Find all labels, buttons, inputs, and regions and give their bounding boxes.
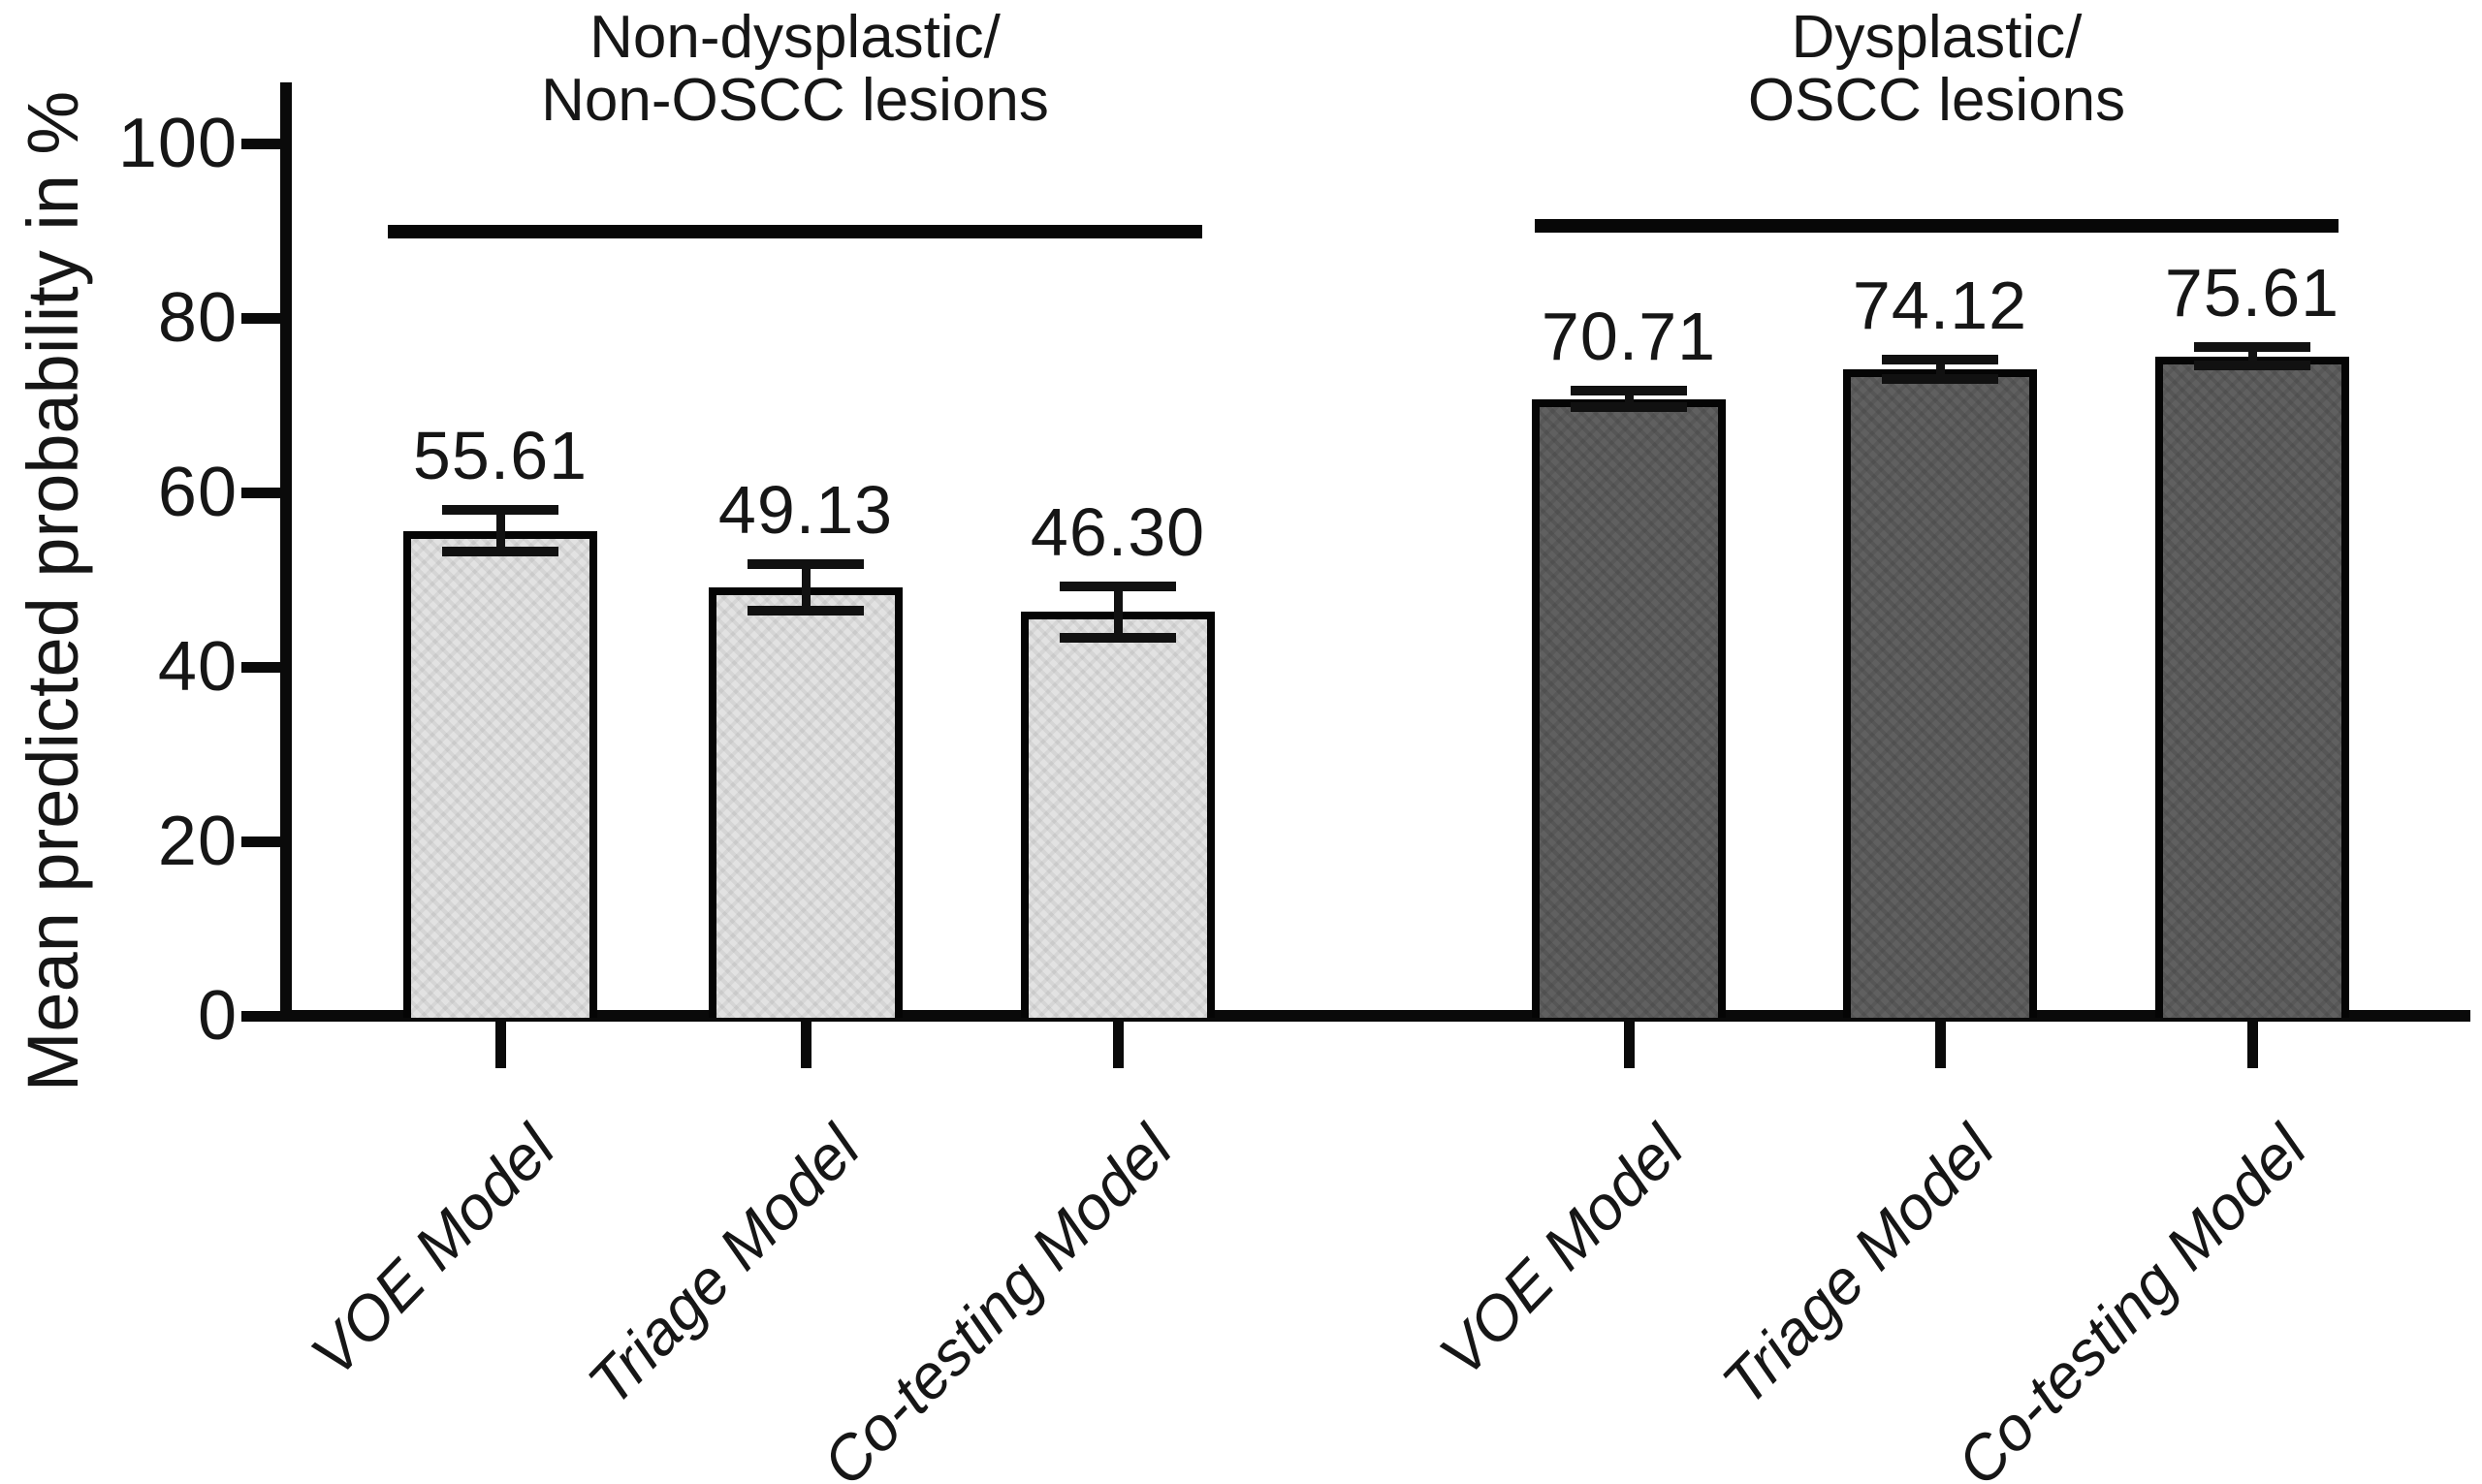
error-bar-cap [1882,374,1998,385]
error-bar-cap [1571,386,1687,396]
bar-value-label: 55.61 [412,418,589,494]
error-bar-cap [1060,581,1176,591]
x-axis-tick [2247,1022,2258,1068]
bar-dark-triage-model [1843,368,2037,1018]
group-title-line: OSCC lesions [1747,67,2126,134]
y-axis-tick [241,488,284,498]
bar-dark-voe-model [1532,398,1726,1018]
y-axis-tick-label: 80 [157,279,238,357]
error-bar-cap [1060,632,1176,643]
error-bar-stem [1114,581,1123,643]
y-axis-tick-label: 20 [157,803,238,880]
error-bar-stem [2248,342,2257,370]
error-bar-stem [802,559,811,616]
y-axis-tick-label: 0 [197,977,238,1055]
error-bar-cap [442,546,558,556]
error-bar [2194,342,2310,370]
x-category-label: Triage Model [1708,1112,2008,1419]
error-bar-cap [1882,354,1998,364]
x-category-label: Co-testing Model [809,1112,1186,1484]
bar-value-label: 74.12 [1852,267,2028,343]
bar-light-voe-model [403,530,597,1018]
x-category-label: Co-testing Model [1943,1112,2320,1484]
x-axis-tick [801,1022,811,1068]
error-bar-cap [1571,402,1687,413]
group-bracket-line [1535,219,2339,233]
y-axis-line [280,82,292,1022]
bar-value-label: 46.30 [1030,493,1206,570]
y-axis-tick-label: 40 [157,628,238,706]
x-category-label: VOE Model [1425,1112,1697,1390]
y-axis-tick [241,139,284,149]
x-axis-tick [1624,1022,1635,1068]
bar-light-triage-model [709,586,903,1018]
error-bar-cap [748,605,864,616]
group-title: Dysplastic/OSCC lesions [1501,6,2373,132]
y-axis-tick-label: 100 [117,105,238,182]
group-title-line: Non-dysplastic/ [589,4,1001,71]
error-bar-cap [748,559,864,570]
y-axis-tick-label: 60 [157,454,238,531]
error-bar [1571,386,1687,413]
error-bar [442,505,558,556]
group-title-line: Dysplastic/ [1791,4,2083,71]
error-bar-stem [1936,354,1945,385]
y-axis-tick [241,313,284,324]
error-bar [748,559,864,616]
error-bar-cap [2194,342,2310,353]
bar-value-label: 70.71 [1541,299,1717,375]
y-axis-tick [241,662,284,673]
bar-light-co-testing-model [1021,612,1215,1018]
x-category-label: Triage Model [574,1112,874,1419]
x-axis-tick [495,1022,506,1068]
y-axis-tick [241,1011,284,1022]
error-bar-stem [1625,386,1634,413]
error-bar-cap [442,505,558,516]
error-bar [1060,581,1176,643]
x-axis-tick [1113,1022,1124,1068]
error-bar [1882,354,1998,385]
error-bar-stem [496,505,505,556]
y-axis-tick [241,837,284,847]
group-bracket-line [388,225,1202,238]
x-axis-line [280,1010,2470,1022]
bar-value-label: 49.13 [717,472,894,549]
group-title-line: Non-OSCC lesions [541,67,1049,134]
group-title: Non-dysplastic/Non-OSCC lesions [359,6,1231,132]
x-category-label: VOE Model [297,1112,568,1390]
bar-value-label: 75.61 [2164,255,2340,332]
x-axis-tick [1935,1022,1946,1068]
bar-dark-co-testing-model [2155,356,2349,1018]
error-bar-cap [2194,360,2310,370]
